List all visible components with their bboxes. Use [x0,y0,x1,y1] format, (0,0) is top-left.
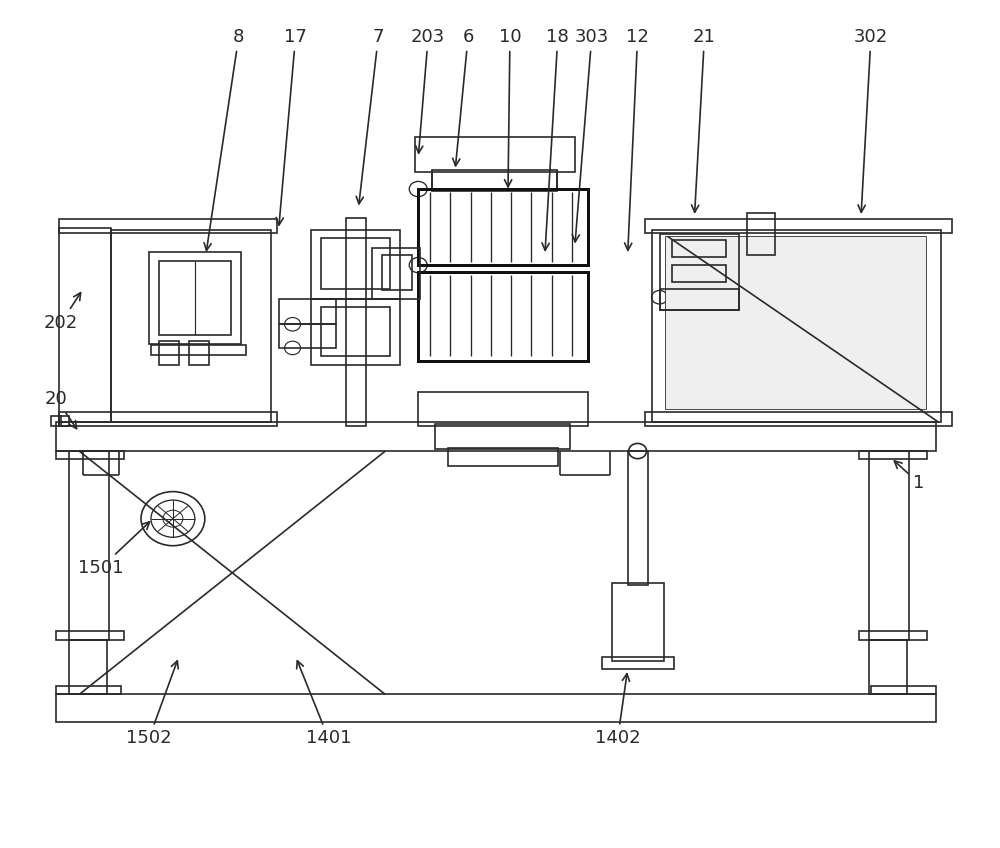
Bar [59,416,69,426]
Bar [56,631,124,639]
Text: 10: 10 [499,28,521,187]
Text: 20: 20 [45,389,77,428]
Bar [56,451,124,460]
Bar [189,341,209,365]
Bar [415,137,575,172]
Bar [645,220,952,233]
Bar [672,265,726,282]
Text: 1401: 1401 [297,661,351,747]
Bar [418,392,588,426]
Bar [56,422,936,451]
Text: 303: 303 [572,28,609,242]
Text: 1402: 1402 [595,673,640,747]
Bar [448,448,558,466]
Text: 12: 12 [625,28,649,250]
Bar [159,261,231,335]
Bar [372,248,420,298]
Bar [111,230,271,422]
Text: 202: 202 [44,293,81,332]
Bar [320,238,390,289]
Bar [311,298,400,365]
Text: 18: 18 [542,28,569,250]
Bar [56,695,936,722]
Bar [418,272,588,360]
Bar [279,298,336,324]
Text: 1501: 1501 [78,522,150,577]
Bar [151,344,246,354]
Bar [59,228,111,422]
Bar [652,230,941,422]
Bar [149,253,241,343]
Bar [660,234,739,310]
Bar [435,424,570,449]
Text: 7: 7 [356,28,384,204]
Bar [69,639,107,695]
Text: 8: 8 [204,28,244,250]
Bar [859,451,927,460]
Bar [432,170,557,191]
Bar [382,255,412,291]
Bar [56,686,121,695]
Bar [59,412,277,426]
Bar [59,220,277,233]
Bar [672,240,726,257]
Text: 1502: 1502 [126,661,178,747]
Bar [660,289,739,310]
Bar [628,451,648,584]
Bar [602,657,674,669]
Text: 6: 6 [453,28,474,166]
Bar [869,451,909,639]
Bar [418,189,588,265]
Bar [665,236,926,409]
Text: 1: 1 [894,461,925,492]
Bar [612,583,664,661]
Bar [869,639,907,695]
Text: 21: 21 [692,28,716,212]
Text: 203: 203 [411,28,445,153]
Bar [159,341,179,365]
Bar [279,324,336,348]
Bar [871,686,936,695]
Bar [320,307,390,356]
Bar [51,416,61,426]
Bar [346,218,366,426]
Text: 17: 17 [276,28,307,225]
Bar [69,451,109,639]
Bar [747,213,775,255]
Bar [645,412,952,426]
Bar [311,230,400,298]
Text: 302: 302 [854,28,888,212]
Bar [859,631,927,639]
